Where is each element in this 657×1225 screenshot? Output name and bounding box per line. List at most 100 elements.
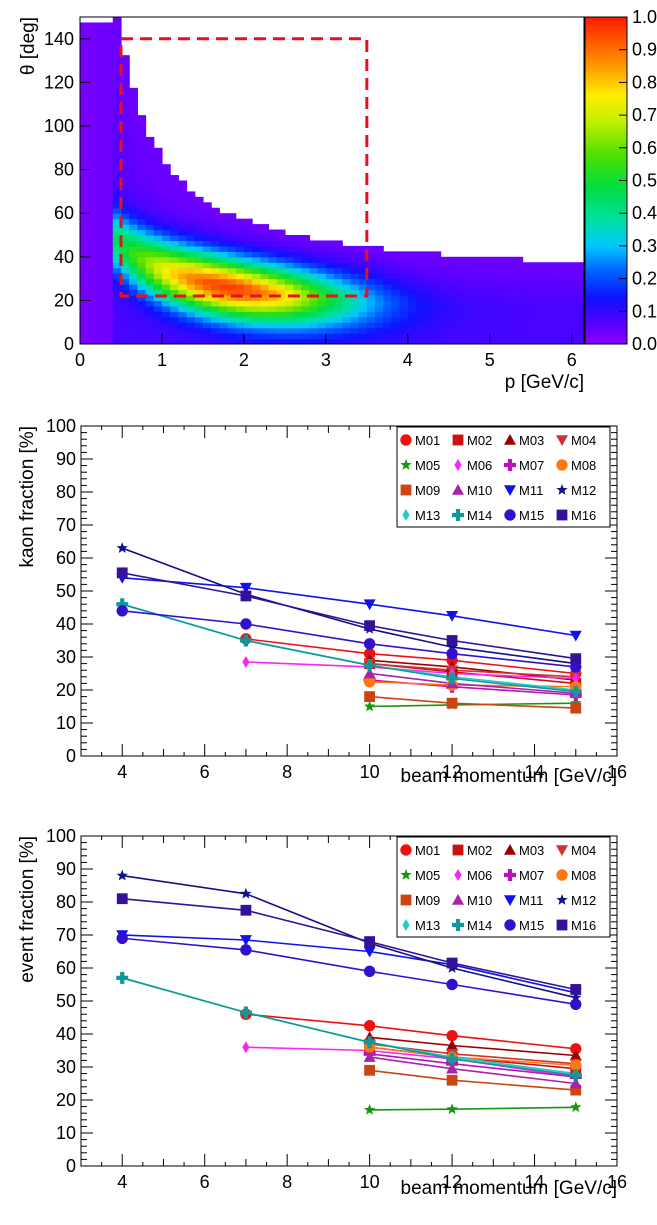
heatmap-cell <box>227 311 237 318</box>
heatmap-cell <box>579 333 584 340</box>
heatmap-cell <box>120 60 130 67</box>
heatmap-cell <box>178 273 188 280</box>
data-point-star <box>570 991 582 1003</box>
heatmap-cell <box>366 333 376 340</box>
data-point-circle <box>570 661 582 673</box>
heatmap-cell <box>96 142 106 149</box>
heatmap-cell <box>120 191 130 198</box>
heatmap-cell <box>186 202 196 209</box>
heatmap-cell <box>530 300 540 307</box>
heatmap-cell <box>88 60 97 67</box>
heatmap-cell <box>186 229 196 236</box>
heatmap-cell <box>112 294 122 301</box>
heatmap-cell <box>145 289 155 296</box>
heatmap-cell <box>342 294 352 301</box>
heatmap-cell <box>465 327 474 334</box>
heatmap-cell <box>96 300 106 307</box>
heatmap-cell <box>219 273 229 280</box>
heatmap-cell <box>227 273 237 280</box>
heatmap-cell <box>129 180 138 187</box>
heatmap-cell <box>506 294 515 301</box>
event-series-line-m11 <box>122 934 576 994</box>
heatmap-cell <box>153 284 163 291</box>
heatmap-cell <box>202 305 212 312</box>
heatmap-cell <box>538 284 548 291</box>
heatmap-cell <box>252 224 261 231</box>
heatmap-cell <box>440 262 450 269</box>
heatmap-cell <box>137 196 147 203</box>
heatmap-cell <box>301 284 311 291</box>
heatmap-cell <box>153 235 163 242</box>
heatmap-cell <box>145 136 155 143</box>
heatmap-cell <box>96 311 106 318</box>
heatmap-cell <box>530 333 540 340</box>
heatmap-cell <box>325 284 335 291</box>
heatmap-cell <box>579 284 584 291</box>
heatmap-cell <box>137 136 147 143</box>
heatmap-cell <box>424 327 433 334</box>
heatmap-cell <box>383 262 393 269</box>
heatmap-cell <box>170 251 179 258</box>
heatmap-cell <box>153 185 163 192</box>
heatmap-cell <box>88 338 97 344</box>
heatmap-cell <box>497 305 507 312</box>
heatmap-cell <box>104 66 114 73</box>
heatmap-cell <box>80 120 89 127</box>
heatmap-cell <box>96 71 106 78</box>
heatmap-cell <box>276 267 286 274</box>
heatmap-cell <box>514 322 524 329</box>
heatmap-cell <box>334 284 343 291</box>
heatmap-cell <box>243 240 253 247</box>
data-point-square <box>570 653 582 665</box>
heatmap-cell <box>137 153 147 160</box>
heatmap-cell <box>260 338 270 344</box>
heatmap-cell <box>522 267 532 274</box>
heatmap-cell <box>538 333 548 340</box>
data-point-cross <box>116 971 129 984</box>
heatmap-cell <box>473 338 483 344</box>
event-y-tick-label: 50 <box>56 991 76 1011</box>
heatmap-cell <box>219 305 229 312</box>
heatmap-cell <box>202 294 212 301</box>
heatmap-cell <box>96 251 106 258</box>
heatmap-cell <box>112 49 122 56</box>
heatmap-cell <box>88 224 97 231</box>
heatmap-cell <box>80 294 89 301</box>
heatmap-cell <box>80 82 89 89</box>
heatmap-cell <box>243 333 253 340</box>
heatmap-cell <box>96 22 106 29</box>
heatmap-cell <box>145 196 155 203</box>
heatmap-cell <box>252 245 261 252</box>
heatmap-cell <box>571 289 581 296</box>
heatmap-cell <box>178 191 188 198</box>
heatmap-cell <box>153 207 163 214</box>
heatmap-cell <box>416 273 425 280</box>
kaon-x-tick-label: 14 <box>525 762 545 782</box>
heatmap-cell <box>96 224 106 231</box>
heatmap-cell <box>432 251 442 258</box>
kaon-legend-label-m08: M08 <box>571 458 596 473</box>
heatmap-cell <box>88 82 97 89</box>
event-x-tick-label: 10 <box>360 1172 380 1192</box>
heatmap-cell <box>514 327 524 334</box>
heatmap-cell <box>317 267 327 274</box>
heatmap-cell <box>178 311 188 318</box>
heatmap-cell <box>219 327 229 334</box>
heatmap-cell <box>448 327 458 334</box>
heatmap-cell <box>465 278 474 285</box>
heatmap-cell <box>211 311 220 318</box>
heatmap-cell <box>202 267 212 274</box>
heatmap-cell <box>391 294 401 301</box>
heatmap-cell <box>440 256 450 263</box>
heatmap-cell <box>202 224 212 231</box>
heatmap-cell <box>137 333 147 340</box>
heatmap-cell <box>522 284 532 291</box>
heatmap-cell <box>465 322 474 329</box>
heatmap-y-tick-label: 120 <box>44 72 74 92</box>
heatmap-cell <box>227 322 237 329</box>
heatmap-cell <box>276 294 286 301</box>
heatmap-cell <box>104 262 114 269</box>
heatmap-cell <box>456 267 466 274</box>
heatmap-cell <box>399 305 409 312</box>
kaon-x-tick-label: 4 <box>117 762 127 782</box>
